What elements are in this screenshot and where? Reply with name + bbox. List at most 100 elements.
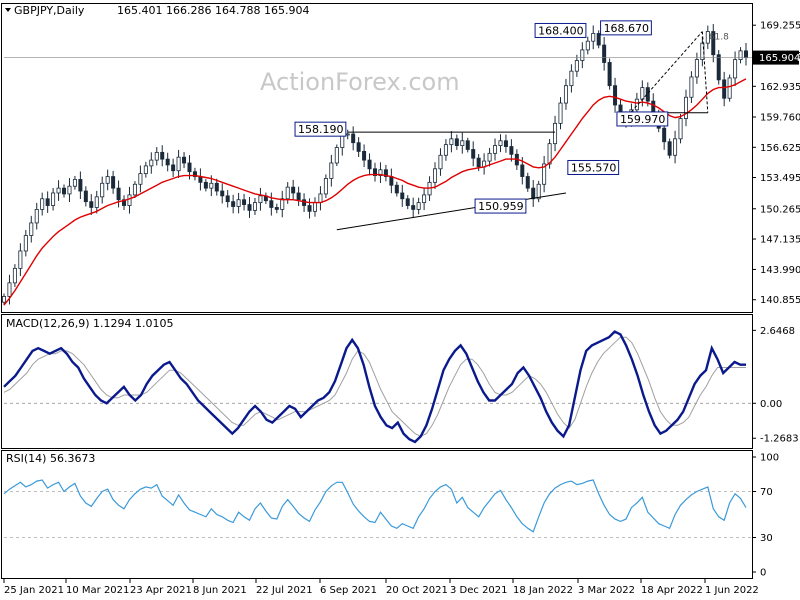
candle-body xyxy=(220,190,225,197)
time-tick-label: 6 Sep 2021 xyxy=(320,585,377,596)
annotation-label: 159.970 xyxy=(620,113,666,126)
time-tick-label: 20 Oct 2021 xyxy=(386,585,448,596)
price-tick-label: 169.255 xyxy=(760,21,800,32)
candle-body xyxy=(89,201,94,208)
fib-dashed-line xyxy=(701,31,709,113)
price-tick-label: 162.935 xyxy=(760,82,800,93)
candle-body xyxy=(694,59,699,78)
candle-body xyxy=(716,54,721,81)
candle-body xyxy=(192,171,197,177)
candle-body xyxy=(405,198,410,206)
candle-body xyxy=(536,183,541,200)
macd-tick-label: 2.6468 xyxy=(760,326,795,337)
macd-axis: 2.6468 0.00 -1.2683 xyxy=(4,326,799,445)
candle-body xyxy=(525,176,530,189)
candle-body xyxy=(78,179,83,192)
candle-body xyxy=(269,200,274,208)
candle-body xyxy=(242,199,247,205)
fib-level-label: 61.8 xyxy=(709,32,729,42)
candle-body xyxy=(738,50,743,60)
candle-body xyxy=(569,70,574,87)
candle-body xyxy=(280,198,285,210)
time-axis: 25 Jan 2021 10 Mar 2021 23 Apr 2021 8 Jun 2… xyxy=(3,579,759,596)
candle-body xyxy=(51,192,56,206)
candle-body xyxy=(438,154,443,170)
candle-body xyxy=(23,235,28,252)
candle-body xyxy=(116,187,121,201)
candle-body xyxy=(673,138,678,156)
chart-symbol: GBPJPY,Daily xyxy=(14,4,85,17)
candle-body xyxy=(56,187,61,194)
candle-body xyxy=(634,98,639,111)
candle-body xyxy=(2,295,7,303)
candle-body xyxy=(34,208,39,224)
candle-body xyxy=(307,205,312,212)
candle-body xyxy=(45,198,50,206)
candle-body xyxy=(367,159,372,170)
price-candles xyxy=(2,24,749,306)
chart-header: GBPJPY,Daily 165.401 166.286 164.788 165… xyxy=(14,4,309,17)
candle-body xyxy=(563,85,568,104)
current-price-label: 165.904 xyxy=(759,53,800,64)
time-tick-label: 23 Apr 2021 xyxy=(130,585,192,596)
candle-body xyxy=(154,151,159,161)
candle-body xyxy=(285,186,290,200)
price-tick-label: 150.265 xyxy=(760,204,800,215)
candle-body xyxy=(416,202,421,210)
price-annotations: 158.190 150.959 168.400 168.670 155.570 159.9… xyxy=(294,20,729,214)
candle-body xyxy=(487,152,492,162)
annotation-box xyxy=(567,159,620,175)
candle-body xyxy=(503,140,508,147)
annotation-box xyxy=(474,198,527,214)
annotation-label: 150.959 xyxy=(478,200,524,213)
candle-body xyxy=(182,156,187,164)
candle-body xyxy=(596,33,601,46)
candle-body xyxy=(105,176,110,184)
candle-body xyxy=(127,194,132,206)
macd-line xyxy=(3,330,746,444)
price-tick-label: 143.990 xyxy=(760,265,800,276)
rsi-tick-label: 30 xyxy=(760,533,773,544)
candle-body xyxy=(40,198,45,210)
candle-body xyxy=(454,138,459,146)
rsi-line xyxy=(3,479,747,533)
candle-body xyxy=(209,182,214,189)
support-trendline xyxy=(336,192,567,231)
candle-body xyxy=(689,76,694,98)
macd-label: MACD(12,26,9) 1.1294 1.0105 xyxy=(6,317,174,330)
annotation-box xyxy=(616,111,669,127)
candle-body xyxy=(542,163,547,185)
candle-body xyxy=(683,96,688,119)
candle-body xyxy=(318,193,323,204)
time-tick-label: 25 Jan 2021 xyxy=(4,585,64,596)
candle-body xyxy=(400,192,405,200)
rsi-pane xyxy=(1,450,753,579)
candle-body xyxy=(100,182,105,198)
candle-body xyxy=(351,133,356,144)
candle-body xyxy=(94,196,99,208)
price-tick-label: 147.135 xyxy=(760,235,800,246)
candle-body xyxy=(302,199,307,206)
moving-average-line xyxy=(3,78,747,306)
candle-body xyxy=(160,151,165,160)
candle-body xyxy=(722,79,727,99)
macd-tick-label: -1.2683 xyxy=(760,434,799,445)
candle-body xyxy=(558,102,563,124)
current-price-marker: 165.904 xyxy=(4,50,800,65)
candle-body xyxy=(252,202,257,211)
candle-body xyxy=(67,185,72,195)
candle-body xyxy=(138,173,143,185)
candle-body xyxy=(143,165,148,175)
chart-ohlc: 165.401 166.286 164.788 165.904 xyxy=(117,4,309,17)
candle-body xyxy=(176,156,181,172)
candle-body xyxy=(553,122,558,145)
candle-body xyxy=(433,168,438,183)
annotation-label: 168.400 xyxy=(538,24,584,37)
candle-body xyxy=(29,222,34,236)
candle-body xyxy=(678,118,683,140)
candle-body xyxy=(449,138,454,146)
candle-body xyxy=(340,134,345,148)
candle-body xyxy=(411,205,416,210)
candle-body xyxy=(389,176,394,186)
